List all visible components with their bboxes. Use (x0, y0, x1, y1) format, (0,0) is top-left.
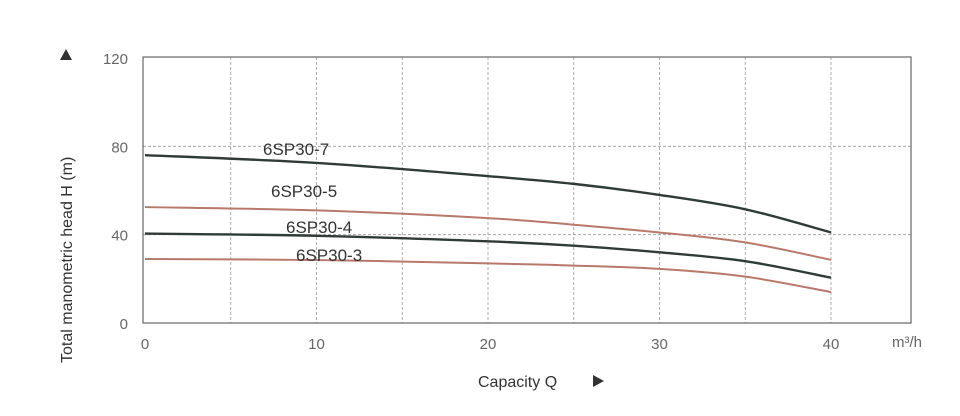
x-axis-label: Capacity Q (478, 374, 557, 391)
curve-6sp30-3 (144, 257, 832, 294)
curve-label: 6SP30-3 (296, 246, 362, 265)
curve-6sp30-7 (144, 153, 832, 234)
y-tick-label: 120 (103, 51, 128, 68)
curve-label: 6SP30-7 (263, 140, 329, 159)
x-tick-label: 0 (141, 336, 149, 353)
y-tick-label: 80 (111, 139, 128, 156)
y-tick-label: 40 (111, 228, 128, 245)
y-ticks: 0 40 80 120 (103, 51, 128, 333)
y-axis-label: Total manometric head H (m) (59, 157, 76, 363)
x-ticks: 0 10 20 30 40 (141, 336, 840, 353)
curve-label: 6SP30-5 (271, 182, 337, 201)
x-axis-arrow-icon (593, 375, 604, 387)
x-tick-label: 10 (308, 336, 325, 353)
grid (143, 57, 911, 323)
curves (144, 153, 832, 294)
curve-6sp30-5 (144, 206, 832, 261)
x-tick-label: 40 (823, 336, 840, 353)
curve-6sp30-4 (144, 232, 832, 279)
y-axis-arrow-icon (60, 49, 72, 60)
plot-frame (142, 56, 912, 324)
x-unit: m³/h (892, 334, 922, 351)
curve-label: 6SP30-4 (286, 218, 352, 237)
x-tick-label: 30 (651, 336, 668, 353)
curve-labels: 6SP30-7 6SP30-5 6SP30-4 6SP30-3 (263, 140, 362, 265)
y-tick-label: 0 (120, 316, 128, 333)
x-tick-label: 20 (480, 336, 497, 353)
